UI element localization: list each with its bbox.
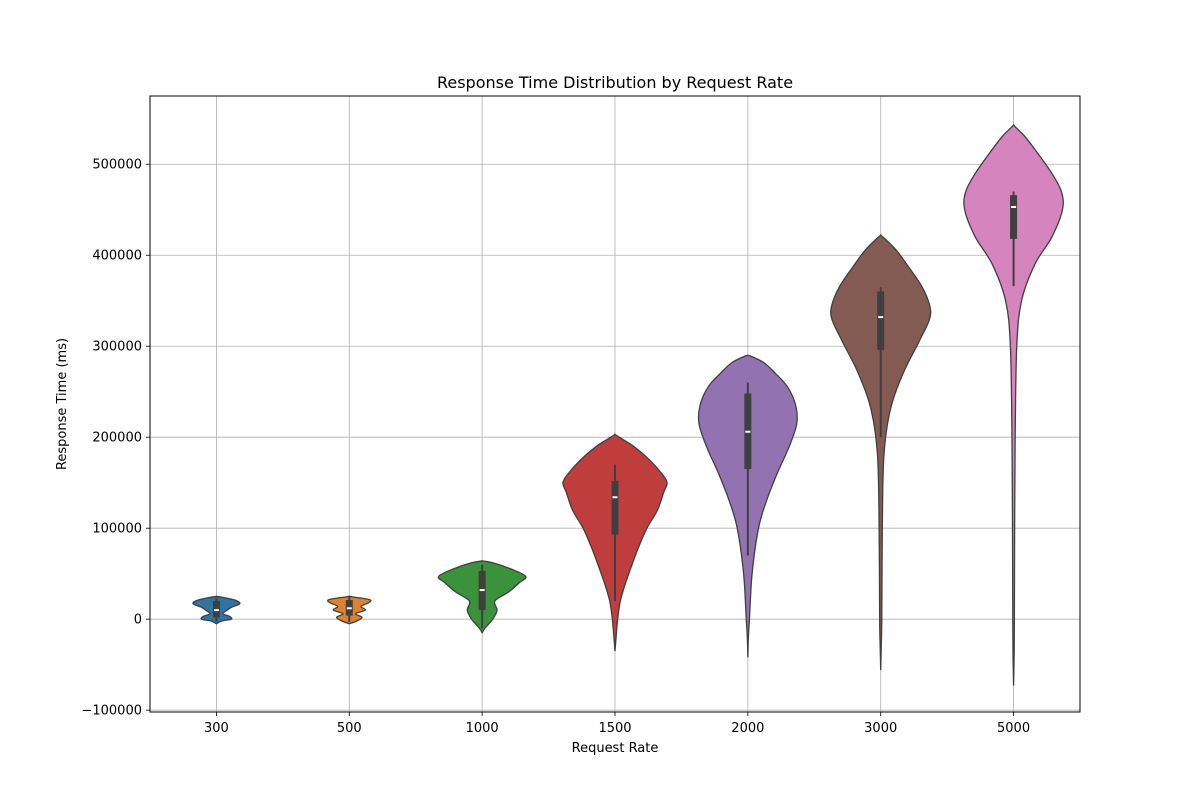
- violin-iqr-box: [1010, 195, 1018, 239]
- y-axis-label: Response Time (ms): [55, 338, 70, 470]
- violin-300: [192, 595, 241, 625]
- y-tick-label: 200000: [92, 431, 142, 446]
- x-tick-label: 1000: [466, 721, 499, 736]
- x-axis-label: Request Rate: [572, 741, 659, 756]
- violin-1500: [562, 433, 668, 652]
- x-tick-label: 300: [204, 721, 229, 736]
- y-tick-label: 0: [134, 613, 142, 628]
- violin-body: [963, 124, 1064, 686]
- x-tick-label: 500: [337, 721, 362, 736]
- x-tick-label: 2000: [731, 721, 764, 736]
- violin-3000: [830, 234, 932, 671]
- y-tick-label: 100000: [92, 522, 142, 537]
- x-tick-label: 5000: [997, 721, 1030, 736]
- violin-layer: [192, 124, 1064, 686]
- violin-iqr-box: [611, 480, 619, 535]
- y-tick-label: 300000: [92, 340, 142, 355]
- x-tick-label: 3000: [864, 721, 897, 736]
- y-tick-label: 400000: [92, 249, 142, 264]
- x-tick-label: 1500: [598, 721, 631, 736]
- violin-2000: [697, 354, 798, 658]
- chart-title: Response Time Distribution by Request Ra…: [437, 73, 793, 92]
- violin-body: [830, 234, 932, 671]
- tick-layer: −100000 0 100000 200000 300000 400000 500000 30…: [81, 158, 1030, 736]
- violin-5000: [963, 124, 1064, 686]
- violin-iqr-box: [877, 291, 885, 350]
- violin-1000: [437, 560, 527, 635]
- y-tick-label: −100000: [81, 704, 142, 719]
- violin-500: [327, 595, 372, 625]
- y-tick-label: 500000: [92, 158, 142, 173]
